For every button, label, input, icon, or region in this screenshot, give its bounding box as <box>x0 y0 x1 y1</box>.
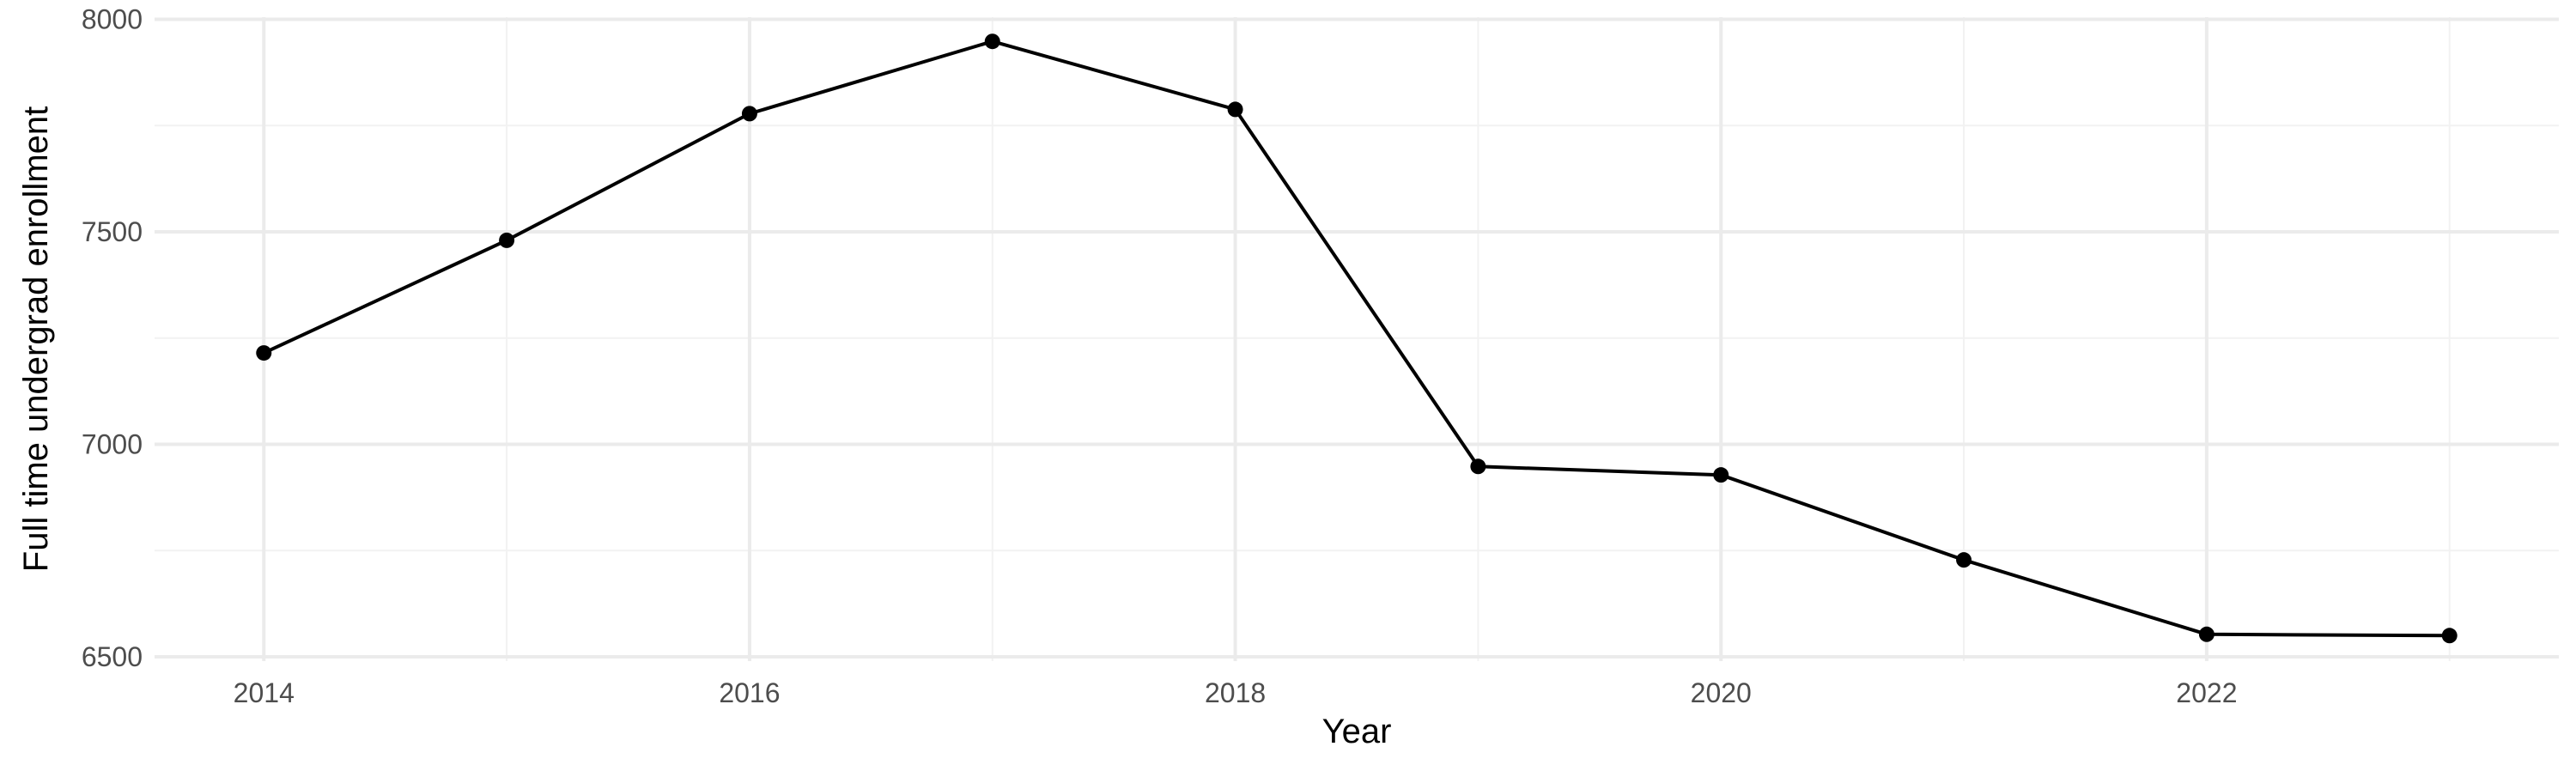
data-point <box>1956 552 1972 568</box>
data-point <box>984 33 1000 50</box>
data-points <box>256 33 2458 644</box>
x-tick-label: 2016 <box>719 677 780 708</box>
data-point <box>1713 467 1729 483</box>
tick-labels: 6500 7000 7500 8000 2014 2016 2018 2020 2022 <box>82 3 2238 708</box>
x-tick-label: 2020 <box>1691 677 1752 708</box>
series-line <box>263 39 2450 638</box>
data-point <box>1470 458 1486 475</box>
grid-lines <box>155 17 2559 661</box>
x-tick-label: 2018 <box>1205 677 1266 708</box>
x-tick-label: 2022 <box>2176 677 2237 708</box>
y-tick-label: 7500 <box>82 216 143 247</box>
series-line-layer <box>263 39 2450 638</box>
y-tick-label: 6500 <box>82 641 143 672</box>
data-point <box>1227 101 1243 118</box>
data-point <box>741 106 757 122</box>
y-tick-label: 8000 <box>82 3 143 34</box>
data-point <box>256 345 272 361</box>
data-point <box>2441 628 2458 644</box>
y-axis-title: Full time undergrad enrollment <box>17 106 55 572</box>
x-axis-title: Year <box>1322 713 1392 750</box>
x-tick-label: 2014 <box>234 677 295 708</box>
data-point <box>2198 626 2215 642</box>
data-point <box>499 232 515 248</box>
y-tick-label: 7000 <box>82 429 143 460</box>
